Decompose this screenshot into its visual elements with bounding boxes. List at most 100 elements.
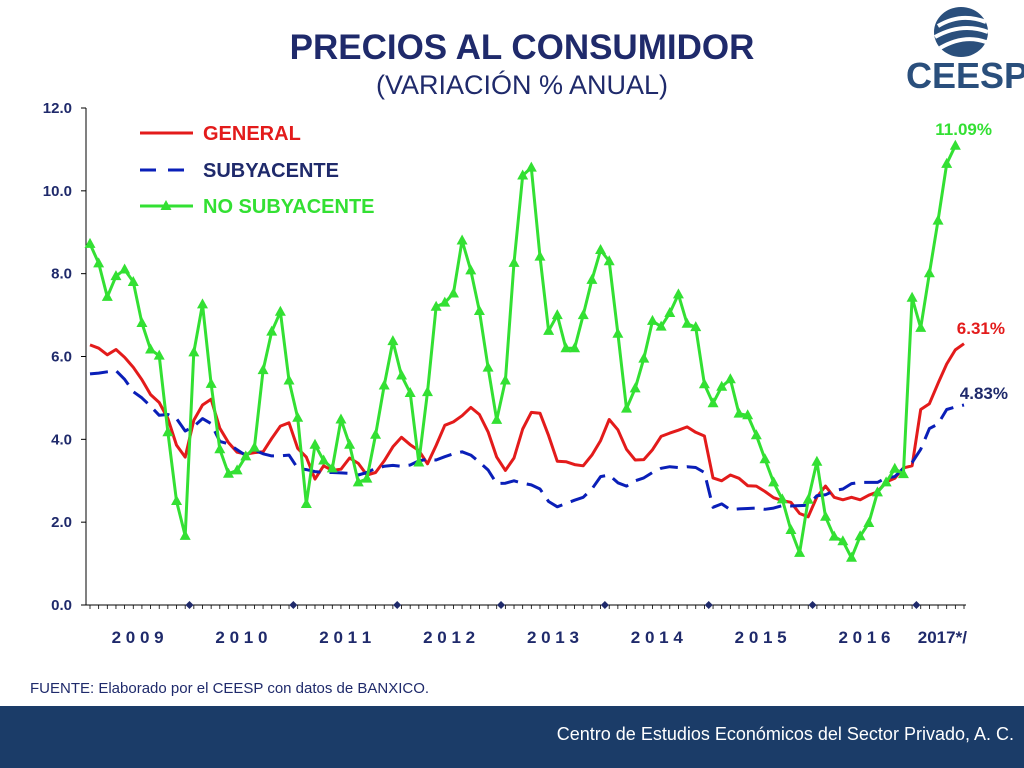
data-point-no_subyacente <box>915 321 927 332</box>
data-point-no_subyacente <box>794 546 806 557</box>
y-tick-label: 2.0 <box>51 514 72 531</box>
data-point-no_subyacente <box>387 335 399 346</box>
year-separator-marker <box>185 601 194 609</box>
data-point-no_subyacente <box>378 379 390 390</box>
data-point-no_subyacente <box>716 380 728 391</box>
data-point-no_subyacente <box>569 342 581 353</box>
globe-icon <box>934 7 989 57</box>
year-separator-marker <box>704 601 713 609</box>
x-tick-label: 2 0 1 6 <box>838 628 890 647</box>
data-point-no_subyacente <box>846 551 858 562</box>
data-point-no_subyacente <box>473 304 485 315</box>
data-point-no_subyacente <box>690 321 702 332</box>
data-point-no_subyacente <box>231 464 243 475</box>
logo-text: CEESP <box>906 55 1024 96</box>
data-point-no_subyacente <box>499 374 511 385</box>
year-separator-marker <box>912 601 921 609</box>
data-point-no_subyacente <box>179 529 191 540</box>
data-point-no_subyacente <box>352 476 364 487</box>
data-point-no_subyacente <box>949 139 961 150</box>
data-point-no_subyacente <box>880 476 892 487</box>
source-note: FUENTE: Elaborado por el CEESP con datos… <box>30 680 430 697</box>
data-point-no_subyacente <box>759 453 771 464</box>
data-point-no_subyacente <box>84 237 96 248</box>
data-point-no_subyacente <box>525 161 537 172</box>
data-point-no_subyacente <box>586 273 598 284</box>
legend-label-subyacente: SUBYACENTE <box>203 160 339 182</box>
legend-label-no_subyacente: NO SUBYACENTE <box>203 196 375 218</box>
data-point-no_subyacente <box>266 325 278 336</box>
data-point-no_subyacente <box>188 346 200 357</box>
data-point-no_subyacente <box>214 443 226 454</box>
y-tick-label: 4.0 <box>51 431 72 448</box>
data-point-no_subyacente <box>577 309 589 320</box>
data-point-no_subyacente <box>871 486 883 497</box>
end-value-label-subyacente: 4.83% <box>960 384 1008 403</box>
data-point-no_subyacente <box>646 314 658 325</box>
data-point-no_subyacente <box>240 450 252 461</box>
data-point-no_subyacente <box>205 377 217 388</box>
data-point-no_subyacente <box>456 234 468 245</box>
ceesp-logo <box>934 7 989 57</box>
chart-subtitle: (VARIACIÓN % ANUAL) <box>375 70 669 100</box>
data-point-no_subyacente <box>517 169 529 180</box>
data-point-no_subyacente <box>776 493 788 504</box>
data-point-no_subyacente <box>127 275 139 286</box>
footer-text: Centro de Estudios Económicos del Sector… <box>556 724 1014 744</box>
data-point-no_subyacente <box>724 373 736 384</box>
data-point-no_subyacente <box>707 397 719 408</box>
data-point-no_subyacente <box>283 374 295 385</box>
y-tick-label: 10.0 <box>43 183 72 200</box>
data-point-no_subyacente <box>162 426 174 437</box>
y-tick-label: 0.0 <box>51 597 72 614</box>
data-point-no_subyacente <box>612 327 624 338</box>
data-point-no_subyacente <box>534 250 546 261</box>
data-point-no_subyacente <box>941 157 953 168</box>
data-point-no_subyacente <box>768 476 780 487</box>
y-tick-label: 12.0 <box>43 100 72 117</box>
data-point-no_subyacente <box>889 462 901 473</box>
data-point-no_subyacente <box>932 214 944 225</box>
data-point-no_subyacente <box>93 257 105 268</box>
legend-marker-no_subyacente <box>160 200 172 210</box>
data-point-no_subyacente <box>413 456 425 467</box>
year-separator-marker <box>808 601 817 609</box>
line-chart: 0.0 2.0 4.0 6.0 8.0 10.0 12.0 2 0 0 9 2 0 1 0 2 0… <box>43 100 1008 647</box>
data-point-no_subyacente <box>309 438 321 449</box>
data-point-no_subyacente <box>344 438 356 449</box>
series-line-general <box>89 342 965 519</box>
year-separator-marker <box>600 601 609 609</box>
data-point-no_subyacente <box>750 429 762 440</box>
year-separator-marker <box>497 601 506 609</box>
data-point-no_subyacente <box>274 305 286 316</box>
data-point-no_subyacente <box>595 244 607 255</box>
data-point-no_subyacente <box>560 342 572 353</box>
data-point-no_subyacente <box>257 364 269 375</box>
data-point-no_subyacente <box>292 411 304 422</box>
data-point-no_subyacente <box>698 378 710 389</box>
data-point-no_subyacente <box>837 535 849 546</box>
data-point-no_subyacente <box>361 472 373 483</box>
data-point-no_subyacente <box>664 307 676 318</box>
x-tick-label: 2 0 1 5 <box>735 628 787 647</box>
data-point-no_subyacente <box>439 296 451 307</box>
series-line-subyacente <box>89 369 965 512</box>
data-point-no_subyacente <box>802 493 814 504</box>
x-tick-label: 2 0 1 1 <box>319 628 371 647</box>
data-point-no_subyacente <box>465 264 477 275</box>
data-point-no_subyacente <box>733 407 745 418</box>
data-point-no_subyacente <box>603 255 615 266</box>
year-separator-marker <box>289 601 298 609</box>
data-point-no_subyacente <box>222 467 234 478</box>
data-point-no_subyacente <box>638 352 650 363</box>
x-tick-label: 2017*/ <box>918 628 967 647</box>
data-point-no_subyacente <box>820 510 832 521</box>
data-point-no_subyacente <box>543 324 555 335</box>
x-tick-label: 2 0 0 9 <box>112 628 164 647</box>
data-point-no_subyacente <box>621 402 633 413</box>
x-tick-label: 2 0 1 2 <box>423 628 475 647</box>
data-point-no_subyacente <box>101 290 113 301</box>
footer-bar: Centro de Estudios Económicos del Sector… <box>0 706 1024 768</box>
data-point-no_subyacente <box>447 287 459 298</box>
chart-title: PRECIOS AL CONSUMIDOR <box>289 28 755 67</box>
